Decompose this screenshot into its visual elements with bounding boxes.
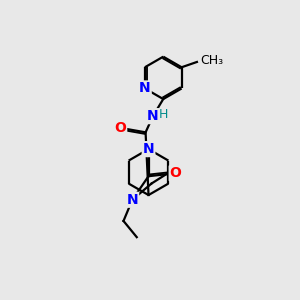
Text: N: N: [127, 193, 138, 207]
Text: N: N: [143, 142, 154, 156]
Text: N: N: [139, 82, 151, 95]
Text: CH₃: CH₃: [200, 54, 224, 67]
Text: O: O: [170, 166, 182, 180]
Text: H: H: [159, 108, 168, 121]
Text: N: N: [147, 109, 159, 123]
Text: O: O: [114, 121, 126, 135]
